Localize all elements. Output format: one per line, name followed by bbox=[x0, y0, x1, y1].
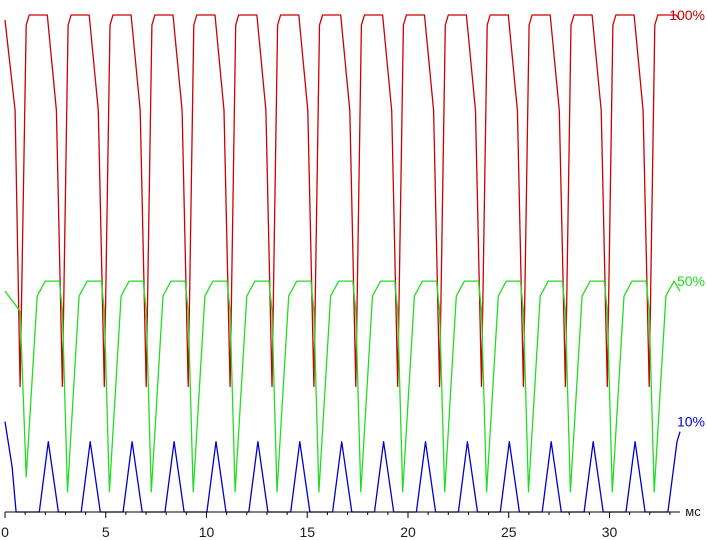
series-line-10pct bbox=[4, 421, 681, 513]
x-axis-unit-label: мс bbox=[685, 504, 701, 519]
x-tick-label: 25 bbox=[501, 524, 517, 540]
series-label-layer: 100% 50% 10% bbox=[669, 7, 705, 430]
x-tick-label: 5 bbox=[102, 524, 110, 540]
series-line-100pct bbox=[4, 14, 681, 388]
series-layer bbox=[4, 14, 681, 513]
series-label-50pct: 50% bbox=[677, 273, 705, 289]
series-line-50pct bbox=[4, 280, 681, 493]
x-tick-label: 30 bbox=[602, 524, 618, 540]
x-tick-label: 20 bbox=[400, 524, 416, 540]
series-label-100pct: 100% bbox=[669, 7, 705, 23]
x-tick-label: 10 bbox=[199, 524, 215, 540]
series-label-10pct: 10% bbox=[677, 414, 705, 430]
x-tick-layer: 0 5 10 15 20 25 30 bbox=[1, 512, 671, 540]
x-tick-label: 15 bbox=[299, 524, 315, 540]
x-tick-label: 0 bbox=[1, 524, 9, 540]
